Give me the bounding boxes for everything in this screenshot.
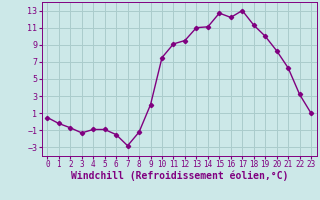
X-axis label: Windchill (Refroidissement éolien,°C): Windchill (Refroidissement éolien,°C) [70, 171, 288, 181]
